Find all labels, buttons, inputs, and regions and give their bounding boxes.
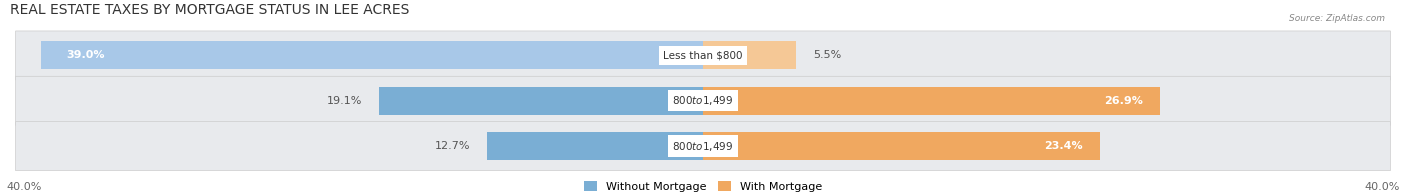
FancyBboxPatch shape	[15, 122, 1391, 171]
Text: 12.7%: 12.7%	[434, 141, 471, 151]
Text: $800 to $1,499: $800 to $1,499	[672, 94, 734, 107]
Text: 26.9%: 26.9%	[1104, 96, 1143, 106]
Legend: Without Mortgage, With Mortgage: Without Mortgage, With Mortgage	[583, 182, 823, 192]
Bar	[703, 87, 1160, 115]
Text: 19.1%: 19.1%	[326, 96, 361, 106]
Bar	[378, 87, 703, 115]
Text: 23.4%: 23.4%	[1045, 141, 1083, 151]
Text: $800 to $1,499: $800 to $1,499	[672, 140, 734, 153]
Bar	[703, 41, 796, 69]
Bar	[703, 132, 1099, 160]
FancyBboxPatch shape	[15, 31, 1391, 80]
Bar	[488, 132, 703, 160]
Text: 39.0%: 39.0%	[66, 51, 105, 60]
Text: REAL ESTATE TAXES BY MORTGAGE STATUS IN LEE ACRES: REAL ESTATE TAXES BY MORTGAGE STATUS IN …	[10, 4, 411, 18]
Text: 5.5%: 5.5%	[813, 51, 842, 60]
Bar	[41, 41, 703, 69]
Text: Source: ZipAtlas.com: Source: ZipAtlas.com	[1289, 14, 1385, 23]
FancyBboxPatch shape	[15, 76, 1391, 125]
Text: Less than $800: Less than $800	[664, 51, 742, 60]
